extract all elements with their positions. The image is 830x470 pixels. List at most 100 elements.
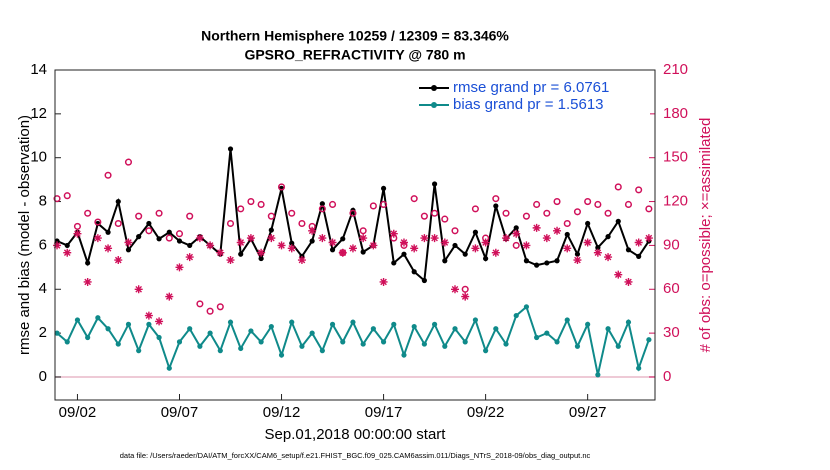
point xyxy=(156,236,162,242)
point xyxy=(483,255,489,262)
obs-possible xyxy=(584,198,592,206)
point xyxy=(74,317,81,323)
obs-assimilated xyxy=(532,223,541,232)
obs-possible xyxy=(573,208,581,216)
obs-possible xyxy=(175,230,184,238)
y-axis-label: rmse and bias (model - observation) xyxy=(16,115,33,355)
point xyxy=(187,326,193,332)
point xyxy=(401,352,407,358)
point xyxy=(370,326,376,332)
point xyxy=(523,258,530,264)
obs-possible xyxy=(196,300,204,308)
point xyxy=(54,330,60,336)
obs-assimilated xyxy=(440,238,449,247)
obs-assimilated xyxy=(175,263,184,272)
obs-possible xyxy=(594,200,602,209)
point xyxy=(299,343,305,349)
obs-possible xyxy=(114,219,122,228)
plot-area xyxy=(55,70,655,400)
obs-possible xyxy=(329,200,337,209)
obs-assimilated xyxy=(420,234,429,243)
y2-tick-label: 90 xyxy=(663,236,680,253)
point xyxy=(227,319,234,325)
point xyxy=(278,352,285,358)
point xyxy=(258,255,264,262)
point xyxy=(248,328,254,334)
obs-possible xyxy=(216,303,224,311)
plot-frame xyxy=(54,69,656,401)
obs-assimilated xyxy=(563,244,572,253)
legend-marker xyxy=(431,102,437,108)
obs-assimilated xyxy=(318,234,327,243)
obs-assimilated xyxy=(410,244,419,253)
obs-assimilated xyxy=(604,253,613,262)
obs-assimilated xyxy=(338,248,347,257)
obs-assimilated xyxy=(287,244,296,253)
obs-assimilated xyxy=(491,248,500,257)
point xyxy=(585,220,591,227)
obs-assimilated xyxy=(104,244,113,253)
obs-assimilated xyxy=(593,248,602,257)
point xyxy=(289,240,295,246)
point xyxy=(493,326,499,332)
point xyxy=(64,242,70,249)
point xyxy=(431,321,438,327)
x-tick-label: 09/27 xyxy=(569,404,607,421)
point xyxy=(442,258,448,264)
obs-assimilated xyxy=(236,238,245,247)
x-tick-label: 09/02 xyxy=(59,404,97,421)
obs-possible xyxy=(247,198,255,206)
point xyxy=(554,258,560,264)
obs-possible xyxy=(492,195,500,203)
obs-possible xyxy=(614,183,622,191)
legend-box xyxy=(415,78,650,116)
obs-possible xyxy=(135,212,143,220)
point xyxy=(513,312,519,319)
obs-assimilated xyxy=(583,238,592,247)
obs-possible xyxy=(257,200,265,209)
obs-assimilated xyxy=(73,229,82,238)
point xyxy=(146,321,152,327)
obs-possible xyxy=(124,158,133,166)
point xyxy=(166,365,172,371)
point xyxy=(319,348,325,354)
obs-assimilated xyxy=(308,226,317,235)
obs-assimilated xyxy=(267,234,276,243)
obs-possible xyxy=(410,195,418,203)
point xyxy=(574,343,581,349)
obs-assimilated xyxy=(389,229,398,238)
obs-assimilated xyxy=(114,256,123,265)
obs-assimilated xyxy=(297,256,306,265)
point xyxy=(513,225,519,231)
y-tick-label: 14 xyxy=(30,61,47,78)
point xyxy=(105,326,111,332)
obs-possible xyxy=(155,209,163,217)
obs-assimilated xyxy=(277,241,286,250)
obs-assimilated xyxy=(461,292,470,301)
obs-possible xyxy=(461,285,469,293)
point xyxy=(380,339,387,345)
y-tick-label: 8 xyxy=(39,193,47,210)
point xyxy=(95,315,101,321)
obs-assimilated xyxy=(399,238,408,247)
obs-possible xyxy=(441,215,449,223)
point xyxy=(309,330,315,336)
obs-assimilated xyxy=(226,256,235,265)
point xyxy=(411,323,417,330)
obs-possible xyxy=(533,200,541,209)
point xyxy=(136,348,142,354)
point xyxy=(605,326,611,332)
y2-tick-label: 0 xyxy=(663,368,671,385)
point xyxy=(421,277,427,284)
y2-tick-label: 210 xyxy=(663,61,688,78)
point xyxy=(360,249,366,255)
obs-possible xyxy=(237,205,245,213)
point xyxy=(421,341,427,347)
point xyxy=(462,251,468,257)
y-tick-label: 6 xyxy=(39,236,47,253)
obs-possible xyxy=(165,234,173,242)
point xyxy=(431,181,438,187)
obs-possible xyxy=(563,219,571,228)
point xyxy=(615,218,621,224)
